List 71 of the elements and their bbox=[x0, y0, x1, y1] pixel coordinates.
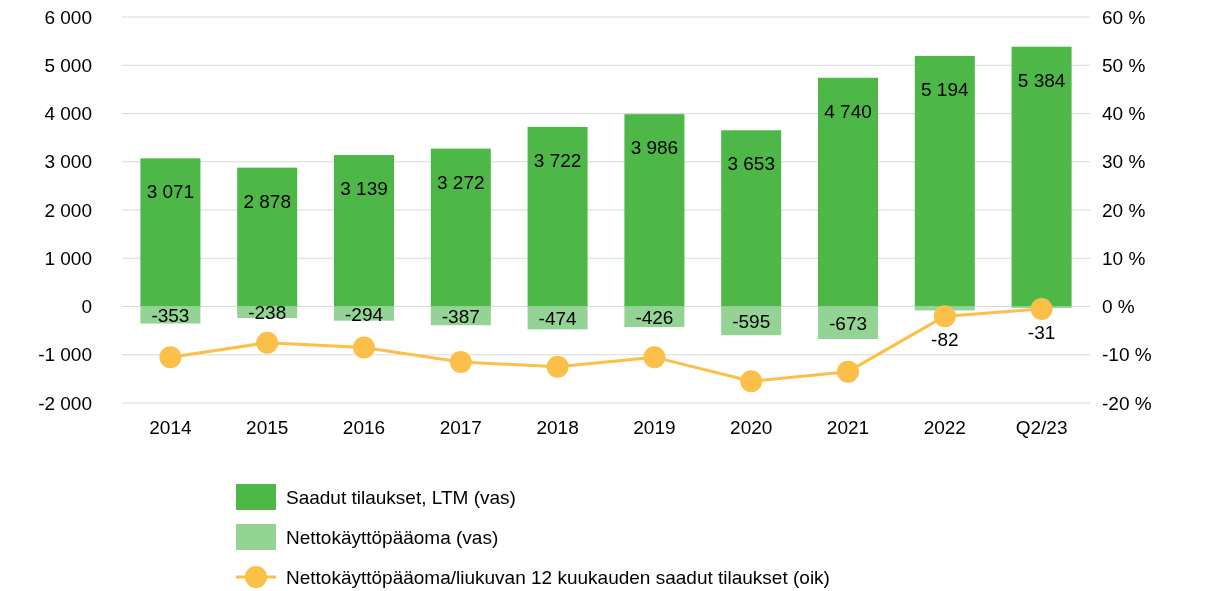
y2-tick-label: 10 % bbox=[1102, 247, 1146, 269]
data-label: -387 bbox=[441, 305, 480, 327]
y-tick-label: 1 000 bbox=[44, 247, 92, 269]
point bbox=[256, 331, 279, 354]
data-label: -294 bbox=[344, 303, 384, 325]
bar bbox=[721, 130, 782, 307]
x-tick-label: Q2/23 bbox=[1015, 417, 1068, 439]
data-label: 4 740 bbox=[824, 100, 872, 122]
x-tick-label: 2018 bbox=[536, 417, 579, 439]
point bbox=[740, 370, 763, 393]
y-tick-label: 0 bbox=[81, 296, 92, 318]
y2-tick-label: 60 % bbox=[1102, 6, 1146, 28]
point bbox=[449, 351, 472, 373]
y2-tick-label: 30 % bbox=[1102, 151, 1146, 173]
bar bbox=[817, 77, 879, 307]
point bbox=[837, 360, 859, 383]
data-label: -595 bbox=[732, 310, 771, 332]
x-tick-label: 2022 bbox=[923, 417, 966, 439]
legend-label: Nettokäyttöpääoma/liukuvan 12 kuukauden saadut tilaukset (oik) bbox=[286, 567, 830, 588]
data-label: 3 071 bbox=[146, 181, 195, 203]
legend-label: Nettokäyttöpääoma (vas) bbox=[286, 527, 499, 548]
x-tick-label: 2021 bbox=[826, 417, 870, 439]
bar bbox=[624, 114, 685, 307]
data-label: -353 bbox=[151, 305, 190, 327]
y2-tick-label: 0 % bbox=[1102, 296, 1135, 318]
data-label: 5 384 bbox=[1017, 69, 1066, 91]
bar bbox=[914, 55, 975, 307]
y-tick-label: 3 000 bbox=[44, 151, 92, 173]
data-label: -426 bbox=[635, 306, 674, 328]
y-tick-label: -2 000 bbox=[38, 392, 92, 414]
point bbox=[353, 336, 375, 359]
data-label: -673 bbox=[828, 312, 868, 334]
bar bbox=[430, 148, 491, 307]
point bbox=[933, 305, 956, 328]
data-label: 3 722 bbox=[533, 149, 582, 171]
point bbox=[159, 346, 182, 369]
y-tick-label: 2 000 bbox=[44, 199, 92, 221]
data-label: -474 bbox=[538, 307, 578, 329]
y2-tick-label: -10 % bbox=[1102, 344, 1152, 366]
y-tick-label: 6 000 bbox=[44, 6, 92, 28]
bar bbox=[140, 158, 201, 307]
bar bbox=[527, 126, 588, 307]
bar bbox=[237, 167, 298, 307]
data-label: -31 bbox=[1027, 321, 1056, 343]
y2-tick-label: 50 % bbox=[1102, 54, 1146, 76]
y-tick-label: 4 000 bbox=[44, 103, 92, 125]
y2-tick-label: 40 % bbox=[1102, 103, 1146, 125]
x-tick-label: 2019 bbox=[633, 417, 676, 439]
y2-tick-label: 20 % bbox=[1102, 199, 1146, 221]
y-tick-label: 5 000 bbox=[44, 54, 92, 76]
x-tick-label: 2017 bbox=[439, 417, 482, 439]
point bbox=[1030, 297, 1053, 320]
data-label: 2 878 bbox=[243, 190, 291, 212]
point bbox=[643, 346, 666, 369]
data-label: 3 272 bbox=[437, 171, 485, 193]
data-label: 3 139 bbox=[340, 178, 388, 200]
data-label: 3 986 bbox=[630, 137, 679, 159]
legend-label: Saadut tilaukset, LTM (vas) bbox=[286, 487, 516, 508]
x-tick-label: 2016 bbox=[342, 417, 386, 439]
data-label: -82 bbox=[931, 329, 959, 351]
x-tick-label: 2015 bbox=[246, 417, 289, 439]
data-label: -238 bbox=[248, 302, 287, 324]
y-tick-label: -1 000 bbox=[38, 344, 92, 366]
data-label: 3 653 bbox=[727, 153, 775, 175]
data-label: 5 194 bbox=[921, 78, 970, 100]
x-tick-label: 2020 bbox=[730, 417, 773, 439]
x-tick-label: 2014 bbox=[149, 417, 192, 439]
y2-tick-label: -20 % bbox=[1102, 392, 1152, 414]
bar bbox=[333, 155, 395, 307]
point bbox=[546, 355, 569, 378]
bar bbox=[1011, 46, 1072, 307]
